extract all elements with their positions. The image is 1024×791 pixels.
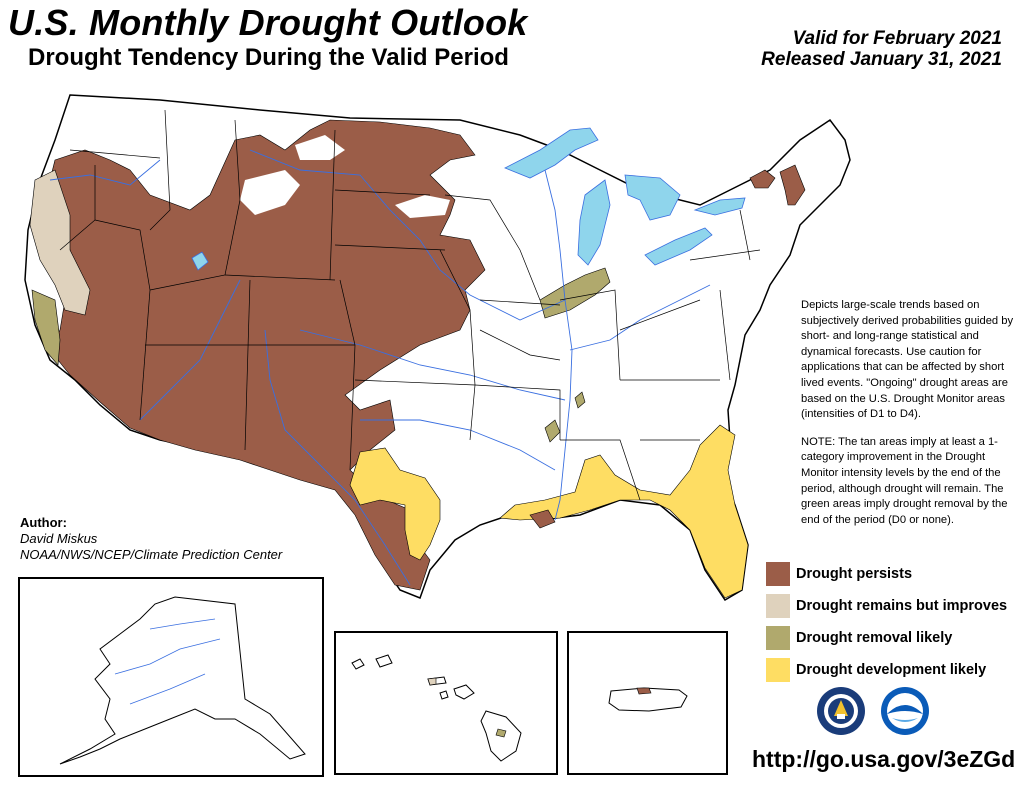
colorado-river (139, 279, 241, 421)
legend-label-improves: Drought remains but improves (796, 598, 1008, 614)
hawaii-removal-area (495, 728, 507, 738)
rio-grande (264, 329, 411, 586)
drought-development-southeast (499, 424, 749, 599)
legend-swatch-development (766, 658, 790, 682)
legend-swatch-persists (766, 562, 790, 586)
non-drought-wyoming (240, 170, 300, 215)
map-subtitle: Drought Tendency During the Valid Period (28, 44, 509, 71)
hawaii-map (351, 654, 522, 762)
legend-swatch-improves (766, 594, 790, 618)
drought-persists-louisiana (529, 509, 556, 529)
arkansas-river (299, 329, 566, 401)
non-drought-dakotas (295, 135, 345, 160)
maui (453, 684, 475, 700)
description-note: NOTE: The tan areas imply at least a 1-c… (801, 435, 1008, 526)
outlook-description: Depicts large-scale trends based on subj… (801, 298, 1023, 540)
kauai (351, 658, 365, 670)
drought-removal-illinois (539, 267, 611, 319)
description-paragraph-1: Depicts large-scale trends based on subj… (801, 299, 1014, 421)
drought-persists-new-england-2 (779, 164, 806, 206)
missouri-river (249, 149, 566, 321)
author-name: David Miskus (20, 531, 98, 546)
puerto-rico-persists (636, 687, 652, 695)
columbia-river (49, 159, 161, 186)
lake-huron (624, 174, 681, 221)
noaa-nws-seal-icon (817, 687, 865, 735)
valid-period: Valid for February 2021 Released January… (761, 28, 1002, 70)
alaska-land (59, 596, 306, 765)
hawaii-inset (334, 631, 558, 775)
legend-swatch-removal (766, 626, 790, 650)
author-organization: NOAA/NWS/NCEP/Climate Prediction Center (20, 547, 283, 562)
red-river (360, 419, 556, 471)
lake-superior (504, 127, 599, 179)
state-boundaries (59, 109, 761, 501)
alaska-rivers (114, 618, 221, 705)
lake-erie (644, 227, 713, 266)
ohio-river (569, 284, 711, 351)
valid-date: Valid for February 2021 (792, 28, 1002, 49)
drought-development-texas (349, 447, 441, 561)
drought-improves-west-coast (29, 169, 91, 316)
oahu (375, 654, 393, 668)
map-title: U.S. Monthly Drought Outlook (8, 2, 528, 43)
lake-ontario (693, 197, 746, 216)
lanai (439, 690, 449, 700)
puerto-rico-map (608, 687, 688, 712)
legend-label-development: Drought development likely (796, 662, 987, 678)
alaska-inset (18, 577, 324, 777)
outlook-link[interactable]: http://go.usa.gov/3eZGd (752, 746, 1016, 772)
mississippi-river (544, 169, 573, 521)
noaa-logo-icon (881, 687, 929, 735)
drought-removal-california (31, 289, 61, 366)
non-drought-montana (165, 125, 225, 165)
release-date: Released January 31, 2021 (761, 49, 1002, 70)
non-drought-northern-plains (395, 195, 450, 218)
hawaii-tan-area (427, 677, 437, 686)
puerto-rico-land (608, 687, 688, 712)
great-salt-lake (191, 251, 209, 271)
alaska-map (59, 596, 306, 765)
drought-removal-arkansas (574, 391, 586, 409)
legend-label-removal: Drought removal likely (796, 630, 953, 646)
drought-persists-new-england-1 (749, 169, 776, 189)
legend-label-persists: Drought persists (796, 566, 913, 582)
author-block: Author: David Miskus NOAA/NWS/NCEP/Clima… (20, 515, 282, 563)
puerto-rico-inset (567, 631, 728, 775)
lake-michigan (577, 179, 611, 266)
author-label: Author: (20, 515, 67, 530)
